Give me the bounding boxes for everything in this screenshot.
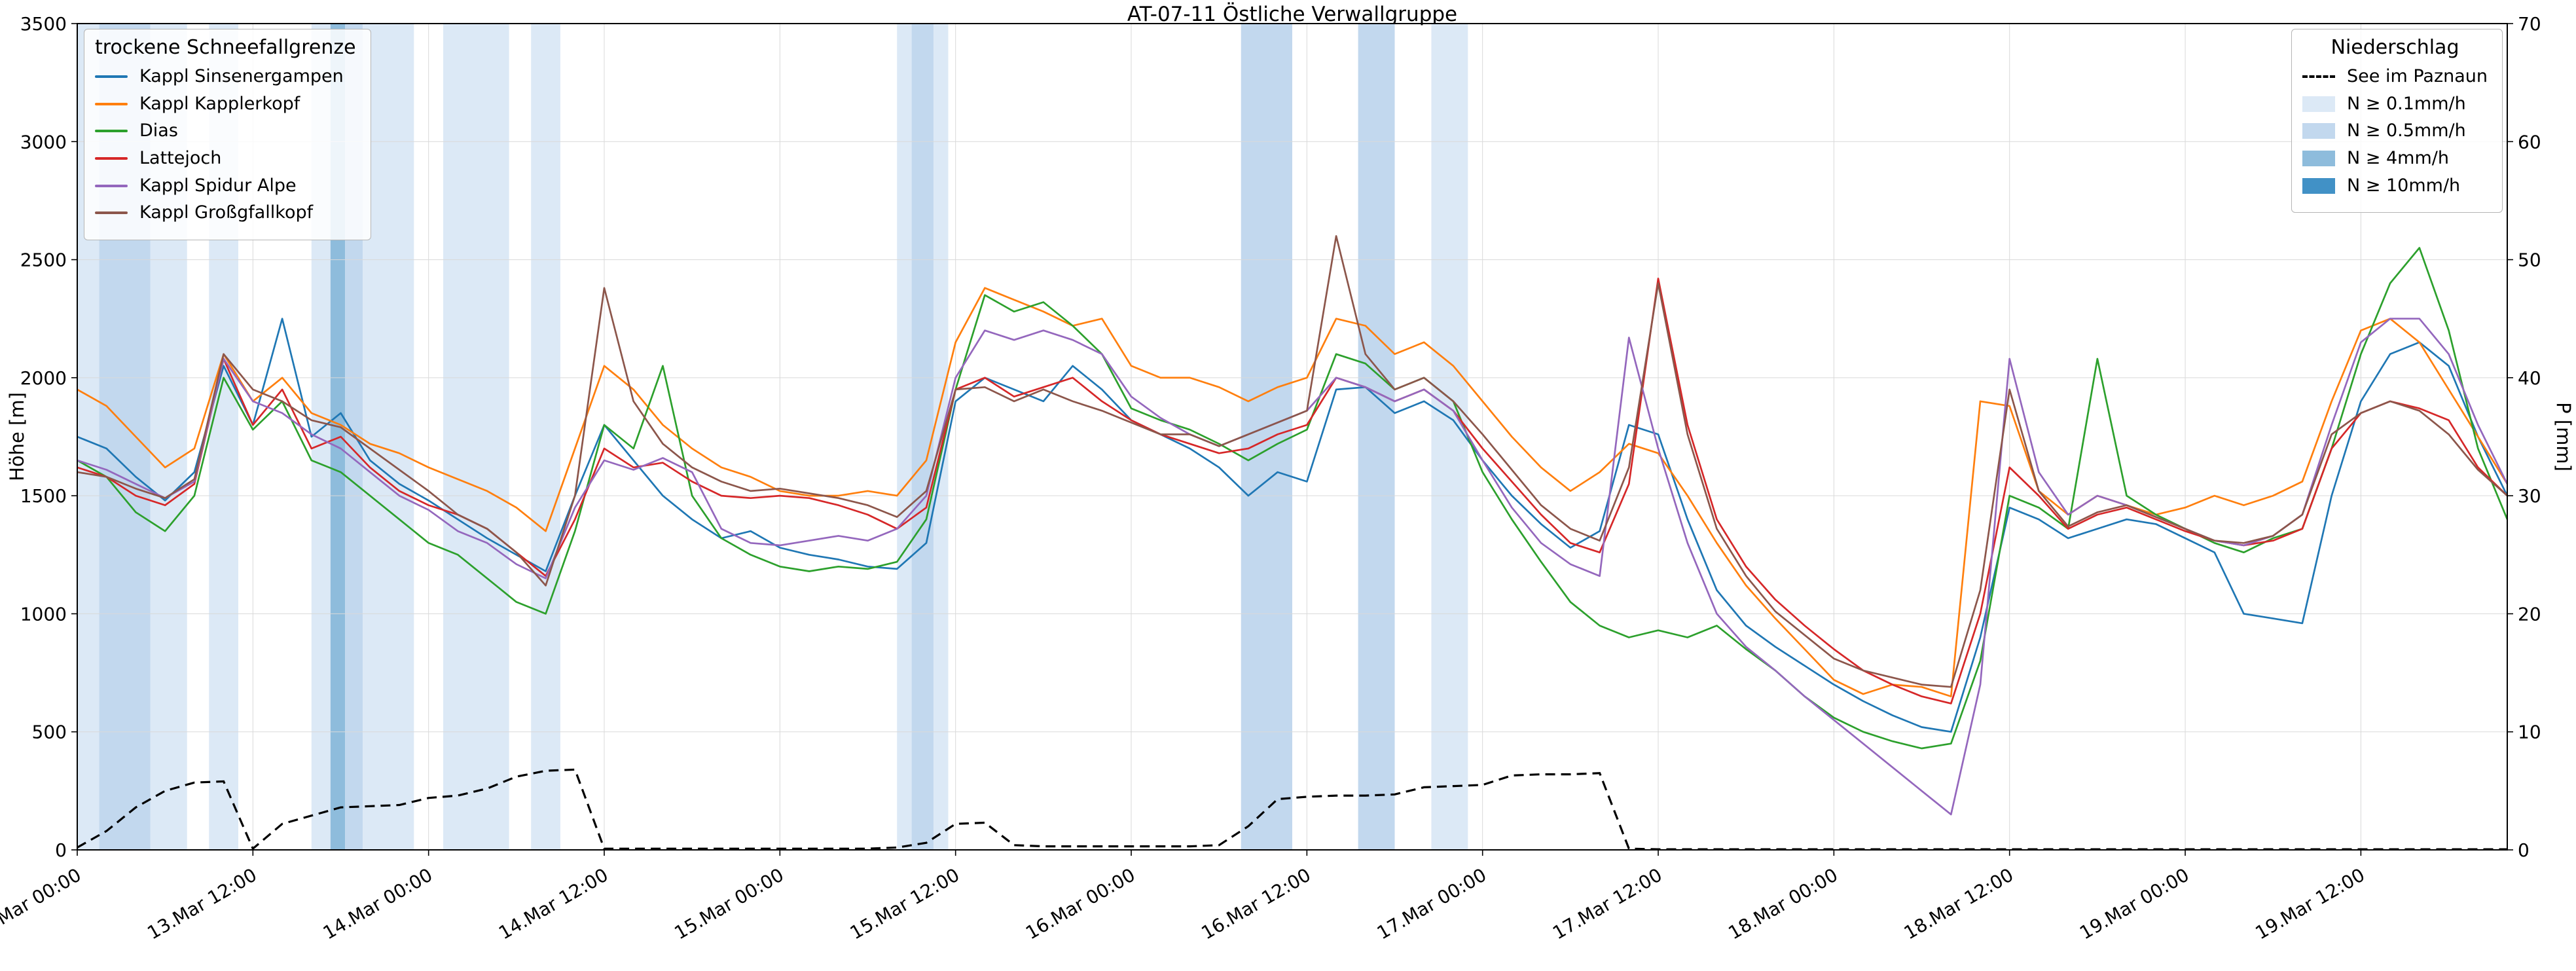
series-line-kappl-sinsenergampen: [77, 318, 2509, 733]
legend-entry: N ≥ 0.5mm/h: [2302, 121, 2488, 141]
y-right-tick-label: 50: [2518, 249, 2541, 271]
legend-band-swatch: [2302, 177, 2335, 194]
legend-entry: Kappl Spidur Alpe: [95, 176, 356, 196]
legend-entry-label: Kappl Großgfallkopf: [139, 202, 314, 223]
legend-snowline: trockene Schneefallgrenze Kappl Sinsener…: [84, 29, 371, 241]
series-line-kappl-grossgfallkopf: [77, 235, 2508, 688]
legend-entry: N ≥ 0.1mm/h: [2302, 94, 2488, 114]
y-left-tick-label: 2000: [20, 367, 67, 389]
dashed-line-swatch: [2302, 75, 2335, 78]
legend-line-swatch: [95, 184, 128, 187]
precip-band: [897, 24, 912, 850]
x-tick-label: 19.Mar 00:00: [2076, 864, 2192, 944]
legend-entry: See im Paznaun: [2302, 67, 2488, 86]
x-tick-label: 19.Mar 12:00: [2251, 864, 2368, 944]
y-left-tick-label: 500: [32, 722, 67, 743]
y-left-tick-label: 2500: [20, 249, 67, 271]
legend-line-swatch: [95, 211, 128, 215]
y-left-tick-label: 3000: [20, 131, 67, 153]
y-right-tick-label: 0: [2518, 839, 2530, 861]
legend-snowline-title: trockene Schneefallgrenze: [95, 36, 356, 59]
legend-entry-label: Lattejoch: [139, 148, 222, 169]
legend-entry: Kappl Sinsenergampen: [95, 67, 356, 86]
plot-frame: [77, 23, 2508, 851]
legend-entry-label: Kappl Sinsenergampen: [139, 66, 344, 86]
x-tick-label: 17.Mar 00:00: [1373, 864, 1490, 944]
precip-band: [1431, 24, 1468, 850]
x-tick-label: 16.Mar 12:00: [1197, 864, 1314, 944]
x-tick-label: 13.Mar 12:00: [143, 864, 260, 944]
y-right-tick-label: 30: [2518, 485, 2541, 507]
legend-entry-label: N ≥ 10mm/h: [2347, 175, 2461, 196]
legend-entry-label: N ≥ 4mm/h: [2347, 148, 2449, 169]
legend-snowline-entries: Kappl Sinsenergampen Kappl Kapplerkopf Dia…: [95, 67, 356, 223]
legend-precip-entries: N ≥ 0.1mm/h N ≥ 0.5mm/h N ≥ 4mm/h N ≥ 10mm/…: [2302, 94, 2488, 196]
legend-entry: Dias: [95, 121, 356, 141]
precip-band: [1241, 24, 1292, 850]
legend-band-swatch: [2302, 123, 2335, 139]
precip-band: [1358, 24, 1395, 850]
legend-entry-label: See im Paznaun: [2347, 66, 2488, 86]
x-tick-label: 17.Mar 12:00: [1549, 864, 1665, 944]
y-right-tick-label: 40: [2518, 367, 2541, 389]
x-tick-label: 14.Mar 12:00: [495, 864, 611, 944]
x-tick-label: 15.Mar 12:00: [846, 864, 963, 944]
legend-entry-label: N ≥ 0.5mm/h: [2347, 120, 2466, 141]
legend-entry: Kappl Kapplerkopf: [95, 94, 356, 114]
legend-entry-label: N ≥ 0.1mm/h: [2347, 93, 2466, 114]
y-right-tick-label: 20: [2518, 603, 2541, 625]
y-right-axis-title: P [mm]: [2552, 402, 2575, 471]
legend-precip-title: Niederschlag: [2331, 36, 2459, 59]
chart-title: AT-07-11 Östliche Verwallgruppe: [1127, 3, 1458, 26]
y-right-tick-label: 70: [2518, 13, 2541, 35]
legend-band-swatch: [2302, 96, 2335, 112]
x-tick-label: 18.Mar 12:00: [1900, 864, 2017, 944]
precip-band: [531, 24, 560, 850]
series-line-dias: [77, 247, 2509, 750]
precip-band: [363, 24, 414, 850]
legend-entry: N ≥ 10mm/h: [2302, 176, 2488, 196]
x-tick-label: 14.Mar 00:00: [319, 864, 436, 944]
x-tick-label: 13.Mar 00:00: [0, 864, 85, 944]
legend-band-swatch: [2302, 150, 2335, 166]
y-left-tick-label: 1000: [20, 603, 67, 625]
legend-precip: Niederschlag See im Paznaun N ≥ 0.1mm/h N…: [2291, 29, 2503, 213]
legend-entry-label: Kappl Spidur Alpe: [139, 175, 297, 196]
precip-band: [911, 24, 934, 850]
legend-entry: N ≥ 4mm/h: [2302, 149, 2488, 168]
y-left-tick-label: 0: [55, 839, 67, 861]
y-right-tick-label: 10: [2518, 722, 2541, 743]
legend-entry: Kappl Großgfallkopf: [95, 203, 356, 223]
precip-line: [77, 768, 2507, 851]
precip-band: [443, 24, 509, 850]
y-left-axis-title: Höhe [m]: [6, 392, 28, 481]
legend-line-swatch: [95, 156, 128, 160]
legend-line-swatch: [95, 130, 128, 133]
legend-entry-label: Dias: [139, 120, 178, 141]
x-tick-label: 16.Mar 00:00: [1022, 864, 1138, 944]
legend-entry: Lattejoch: [95, 149, 356, 168]
y-left-tick-label: 1500: [20, 485, 67, 507]
legend-line-swatch: [95, 102, 128, 105]
x-tick-label: 18.Mar 00:00: [1724, 864, 1841, 944]
y-right-tick-label: 60: [2518, 131, 2541, 153]
y-left-tick-label: 3500: [20, 13, 67, 35]
legend-entry-label: Kappl Kapplerkopf: [139, 93, 300, 114]
legend-line-swatch: [95, 75, 128, 78]
x-tick-label: 15.Mar 00:00: [670, 864, 787, 944]
